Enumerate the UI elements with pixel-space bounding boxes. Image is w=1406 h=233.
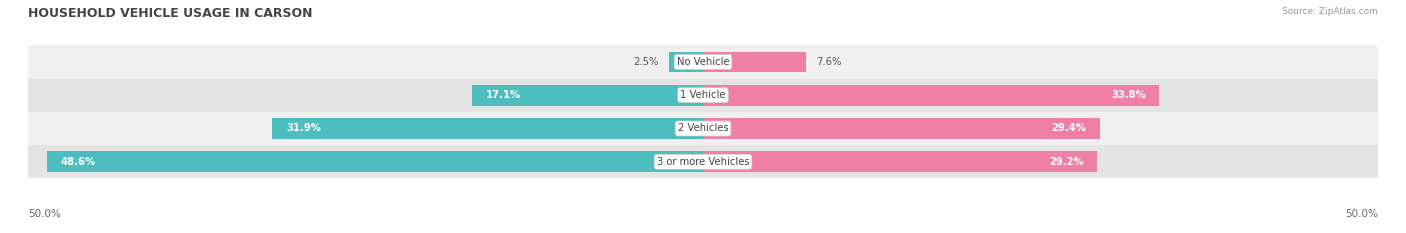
Text: 50.0%: 50.0%: [28, 209, 60, 219]
Text: 31.9%: 31.9%: [285, 123, 321, 134]
Text: 1 Vehicle: 1 Vehicle: [681, 90, 725, 100]
Bar: [28, 145, 1378, 178]
Text: No Vehicle: No Vehicle: [676, 57, 730, 67]
Bar: [703, 118, 1099, 139]
Text: 50.0%: 50.0%: [1346, 209, 1378, 219]
Bar: [28, 45, 1378, 79]
Text: 2 Vehicles: 2 Vehicles: [678, 123, 728, 134]
Bar: [46, 151, 703, 172]
Text: 48.6%: 48.6%: [60, 157, 96, 167]
Bar: [28, 79, 1378, 112]
Bar: [28, 112, 1378, 145]
Text: HOUSEHOLD VEHICLE USAGE IN CARSON: HOUSEHOLD VEHICLE USAGE IN CARSON: [28, 7, 312, 20]
Text: 2.5%: 2.5%: [633, 57, 658, 67]
Text: 33.8%: 33.8%: [1111, 90, 1146, 100]
Text: 29.4%: 29.4%: [1052, 123, 1087, 134]
Bar: [703, 151, 1097, 172]
Bar: [273, 118, 703, 139]
Text: 7.6%: 7.6%: [817, 57, 842, 67]
Text: 17.1%: 17.1%: [485, 90, 520, 100]
Bar: [669, 51, 703, 72]
Bar: [703, 51, 806, 72]
Text: 3 or more Vehicles: 3 or more Vehicles: [657, 157, 749, 167]
Text: Source: ZipAtlas.com: Source: ZipAtlas.com: [1282, 7, 1378, 16]
Text: 29.2%: 29.2%: [1049, 157, 1084, 167]
Bar: [472, 85, 703, 106]
Bar: [703, 85, 1159, 106]
